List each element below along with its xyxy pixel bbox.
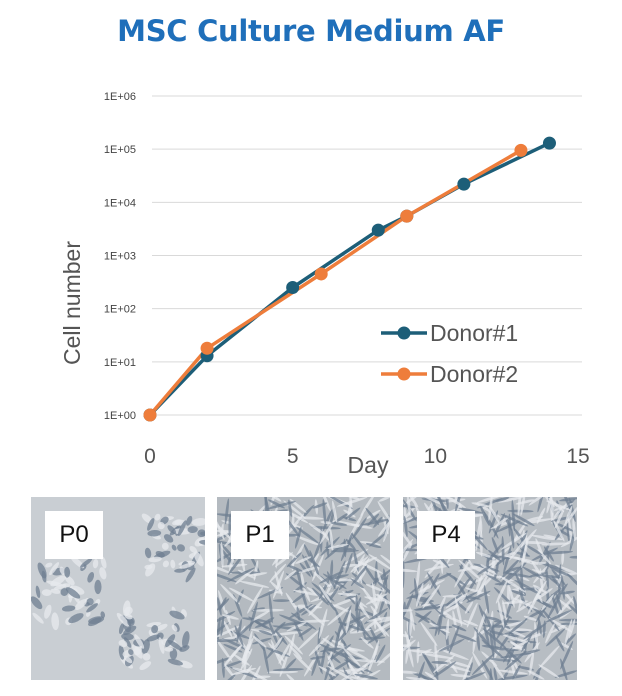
growth-curve-chart: 1E+00 1E+01 1E+02 1E+03 1E+04 1E+05 1E+06 0 5 10… [59,91,590,478]
y-tick-label: 1E+04 [104,197,136,209]
data-point-series-1 [371,223,385,237]
micrograph-p4: P4 [403,497,577,680]
data-point-series-1 [286,281,300,295]
x-tick-label: 15 [566,445,589,468]
passage-label-p1: P1 [231,511,289,559]
data-point-series-2 [314,267,328,281]
data-point-series-2 [400,209,414,223]
y-tick-label: 1E+00 [104,410,136,422]
x-tick-label: 10 [424,445,447,468]
x-tick-label: 0 [144,445,156,468]
gridlines [152,95,582,416]
passage-label-p0: P0 [45,511,103,559]
legend-marker [397,367,411,381]
y-tick-label: 1E+01 [104,357,136,369]
y-axis-label: Cell number [59,241,85,365]
cell-texture [403,497,577,680]
data-point-series-1 [457,177,471,191]
legend-marker [397,326,411,340]
y-tick-label: 1E+05 [104,144,136,156]
cell-texture [31,497,205,680]
y-tick-label: 1E+03 [104,251,136,263]
data-series [143,136,556,422]
x-axis-label: Day [348,452,389,478]
legend-label: Donor#1 [430,320,518,346]
data-point-series-2 [514,143,528,157]
passage-label-p4: P4 [417,511,475,559]
cell-texture [217,497,390,680]
x-tick-label: 5 [287,445,299,468]
data-point-series-2 [143,408,157,422]
y-tick-labels: 1E+00 1E+01 1E+02 1E+03 1E+04 1E+05 1E+06 [104,91,136,422]
chart-title: MSC Culture Medium AF [117,14,505,48]
micrograph-p0: P0 [31,497,205,680]
x-tick-labels: 0 5 10 15 [144,445,590,468]
data-point-series-1 [542,136,556,150]
y-tick-label: 1E+02 [104,304,136,316]
legend: Donor#1 Donor#2 [381,320,518,387]
micrograph-p1: P1 [217,497,390,680]
legend-label: Donor#2 [430,361,518,387]
data-point-series-2 [200,341,214,355]
y-tick-label: 1E+06 [104,91,136,103]
